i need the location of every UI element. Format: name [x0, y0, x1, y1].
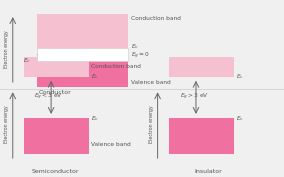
Text: Semiconductor: Semiconductor — [32, 169, 79, 174]
Text: Valence band: Valence band — [91, 142, 131, 147]
Text: $E_v$: $E_v$ — [236, 114, 244, 122]
Text: Electron energy: Electron energy — [4, 105, 9, 143]
Text: $E_g \approx 0$: $E_g \approx 0$ — [131, 51, 150, 61]
Bar — [37, 14, 128, 50]
Bar — [24, 57, 89, 77]
Text: $E_c$: $E_c$ — [91, 72, 99, 81]
Text: $E_c$: $E_c$ — [23, 56, 31, 65]
Text: Electron energy: Electron energy — [149, 105, 154, 143]
Bar — [37, 53, 128, 87]
Text: Conduction band: Conduction band — [91, 64, 141, 69]
Bar — [24, 118, 89, 154]
Text: Conductor: Conductor — [39, 90, 72, 95]
Text: Valence band: Valence band — [131, 80, 170, 85]
Text: $E_v$: $E_v$ — [91, 114, 99, 122]
Text: $E_g < 3$ eV: $E_g < 3$ eV — [34, 92, 63, 102]
Text: Conduction band: Conduction band — [131, 16, 181, 21]
Text: $E_v$: $E_v$ — [131, 42, 139, 51]
Bar — [169, 118, 234, 154]
Bar — [169, 57, 234, 77]
Text: $E_g > 3$ eV: $E_g > 3$ eV — [180, 92, 209, 102]
Text: $E_c$: $E_c$ — [236, 72, 244, 81]
Text: Electron energy: Electron energy — [4, 31, 9, 68]
Bar — [37, 48, 128, 61]
Text: Insulator: Insulator — [195, 169, 223, 174]
